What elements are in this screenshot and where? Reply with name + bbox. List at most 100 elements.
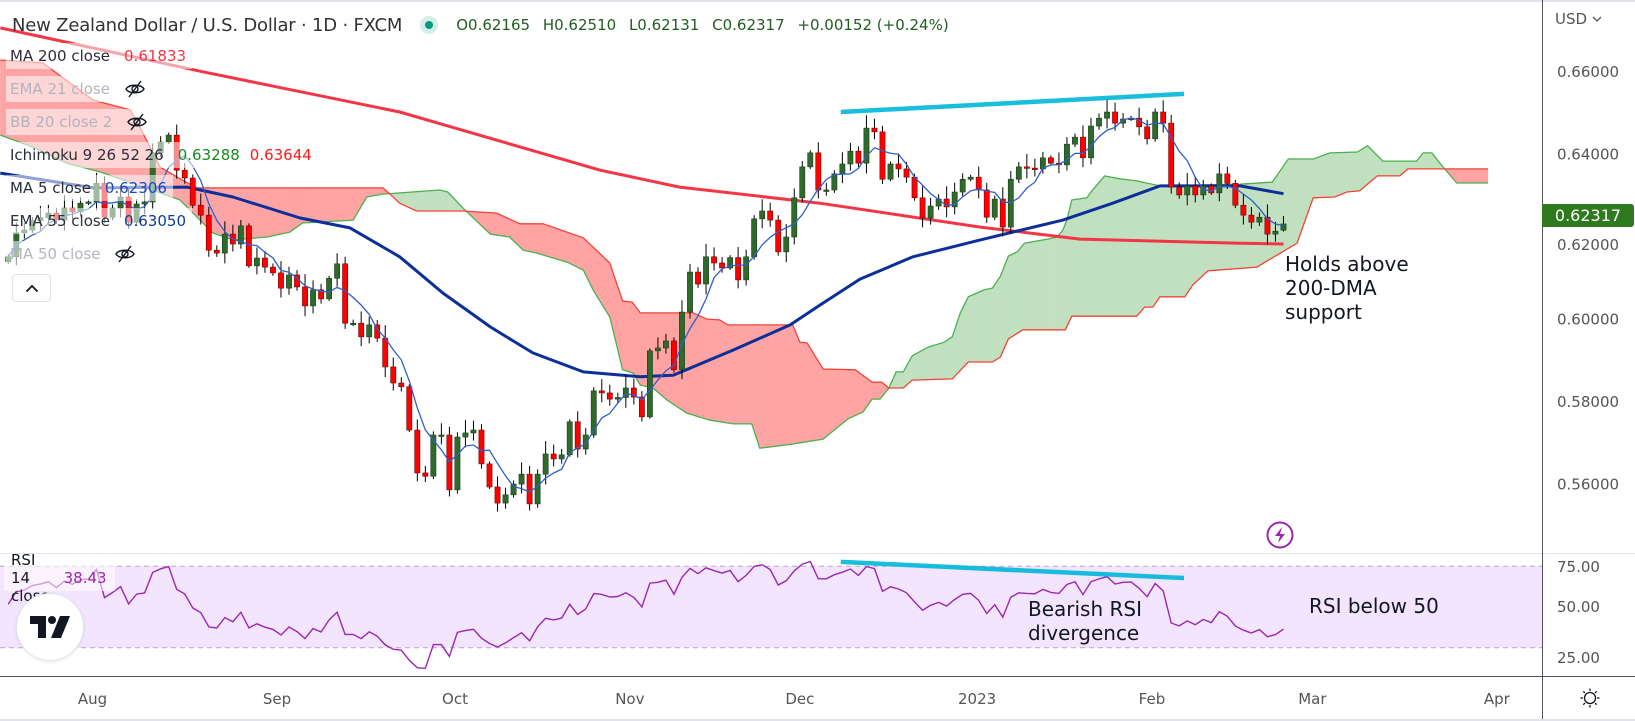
eye-off-icon[interactable]: [126, 113, 148, 131]
cloud-segment: [820, 363, 823, 440]
candle: [221, 221, 228, 264]
legend-ema55[interactable]: EMA 55 close 0.63050: [6, 208, 192, 234]
candle-body: [751, 218, 758, 258]
candle: [967, 174, 974, 182]
cloud-segment: [332, 187, 336, 222]
cloud-segment: [437, 189, 440, 212]
cloud-segment: [1351, 151, 1354, 192]
cloud-segment: [320, 187, 324, 223]
cloud-segment: [1102, 175, 1106, 317]
legend-ema21[interactable]: EMA 21 close: [6, 76, 152, 102]
legend-bb[interactable]: BB 20 close 2: [6, 109, 155, 135]
candle-body: [671, 340, 677, 371]
top-border: [0, 0, 1635, 2]
cloud-segment: [760, 324, 763, 449]
ema55-line: [0, 171, 1284, 379]
cloud-segment: [711, 319, 715, 421]
axes[interactable]: 0.56000 0.58000 0.60000 0.62000 0.64000 0.660…: [78, 63, 1619, 708]
cloud-segment: [1293, 158, 1296, 246]
candle-body: [983, 189, 990, 218]
cloud-segment: [663, 312, 667, 400]
cloud-segment: [545, 224, 548, 257]
cloud-segment: [1054, 236, 1058, 330]
candle-body: [197, 204, 204, 216]
cloud-segment: [733, 324, 737, 425]
candle: [663, 333, 669, 354]
rsi-divergence-trendline[interactable]: [840, 559, 1185, 581]
ohlc-values: O0.62165 H0.62510 L0.62131 C0.62317 +0.0…: [456, 16, 956, 34]
cloud-segment: [310, 187, 314, 223]
cloud-segment: [958, 312, 961, 373]
cloud-segment: [814, 354, 817, 441]
candle-body: [221, 233, 228, 254]
candle-body: [486, 463, 493, 488]
cloud-segment: [180, 178, 183, 204]
tradingview-logo[interactable]: [16, 593, 84, 661]
cloud-segment: [739, 324, 743, 425]
candle-body: [302, 286, 308, 307]
price-pane[interactable]: [0, 26, 1489, 512]
currency-selector[interactable]: USD: [1555, 10, 1602, 28]
cloud-segment: [876, 382, 879, 400]
cloud-segment: [1277, 171, 1280, 256]
cloud-segment: [1026, 242, 1029, 330]
collapse-legend-button[interactable]: [12, 274, 51, 302]
market-status-icon[interactable]: [420, 16, 439, 34]
eye-off-icon[interactable]: [124, 80, 146, 98]
cloud-segment: [661, 312, 665, 398]
cloud-segment: [808, 344, 811, 442]
candle-body: [759, 210, 766, 220]
cloud-segment: [340, 187, 344, 221]
cloud-segment: [1255, 182, 1258, 268]
lightning-icon[interactable]: [1266, 521, 1294, 549]
legend-ma50[interactable]: MA 50 close: [6, 241, 143, 267]
resistance-trendline[interactable]: [840, 91, 1185, 115]
candle-body: [181, 169, 188, 179]
candle-body: [1120, 118, 1126, 124]
cloud-segment: [1461, 168, 1465, 184]
cloud-segment: [1110, 176, 1114, 317]
candle: [189, 174, 196, 209]
cloud-segment: [944, 340, 947, 380]
cloud-segment: [922, 348, 925, 380]
candle-body: [205, 214, 212, 251]
candle: [999, 187, 1006, 237]
candle: [630, 378, 637, 405]
legend-rsi[interactable]: RSI 14 close 38.43: [4, 551, 115, 605]
cloud-segment: [962, 303, 965, 369]
cloud-segment: [369, 187, 372, 197]
cloud-segment: [1046, 238, 1050, 330]
candle: [310, 280, 316, 314]
cloud-segment: [407, 192, 410, 208]
cloud-segment: [1337, 152, 1340, 197]
cloud-segment: [593, 247, 596, 295]
candle: [558, 448, 565, 464]
cloud-segment: [1108, 176, 1112, 317]
cloud-segment: [1343, 152, 1346, 194]
cloud-segment: [1329, 152, 1332, 198]
cloud-segment: [603, 256, 606, 312]
indicator-name: EMA 21 close: [10, 80, 110, 98]
cloud-segment: [1062, 224, 1066, 330]
rsi-pane[interactable]: [0, 559, 1542, 670]
eye-off-icon[interactable]: [114, 245, 136, 263]
legend-ma200[interactable]: MA 200 close 0.61833: [6, 43, 193, 69]
cloud-segment: [184, 181, 187, 208]
candle-body: [879, 131, 886, 180]
cloud-segment: [565, 231, 568, 263]
price-tick-label: 0.64000: [1557, 146, 1619, 164]
settings-sun-icon[interactable]: [1580, 688, 1600, 708]
cloud-segment: [1034, 240, 1038, 330]
candle-body: [542, 453, 549, 475]
candle: [679, 300, 685, 380]
legend-ma5[interactable]: MA 5 close 0.62306: [6, 175, 173, 201]
cloud-segment: [774, 324, 777, 447]
cloud-segment: [1411, 160, 1414, 170]
cloud-segment: [435, 189, 438, 212]
candle-body: [823, 189, 830, 192]
cloud-segment: [517, 222, 520, 248]
chevron-down-icon: [1592, 16, 1602, 22]
candle: [213, 245, 220, 257]
symbol-title[interactable]: New Zealand Dollar / U.S. Dollar · 1D · …: [12, 14, 403, 36]
legend-ichimoku[interactable]: Ichimoku 9 26 52 26 0.63288 0.63644: [6, 142, 318, 168]
